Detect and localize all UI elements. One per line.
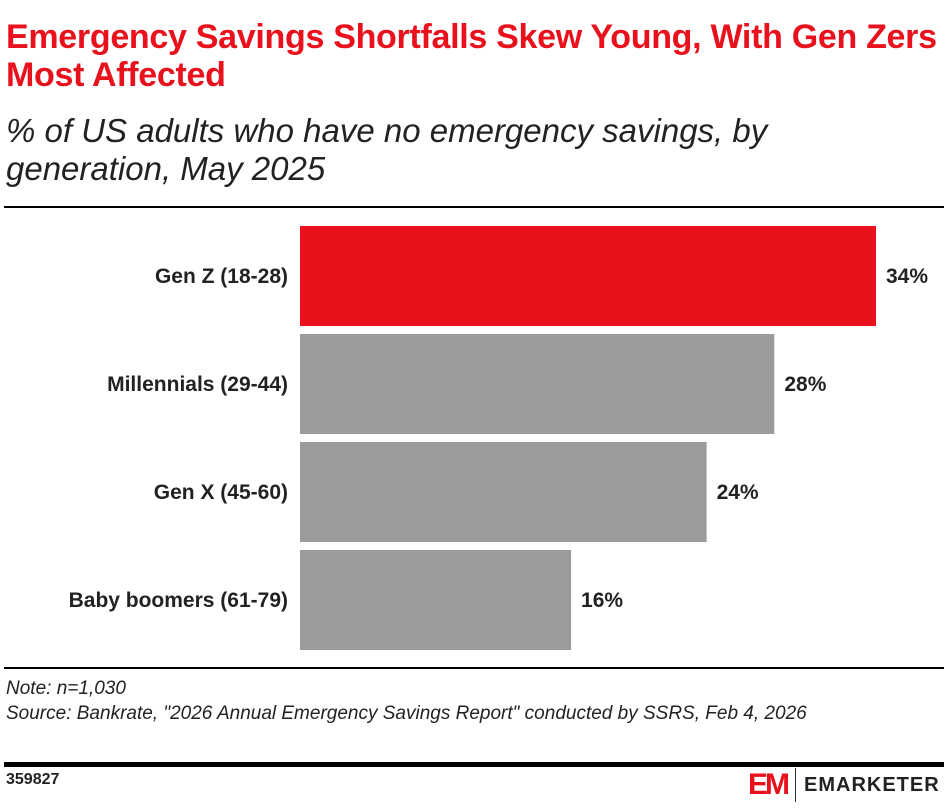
logo-mark: EM [748,768,790,801]
logo-separator [795,768,796,802]
source: Source: Bankrate, "2026 Annual Emergency… [6,703,807,724]
notes-divider [4,667,944,669]
value-label: 16% [581,589,623,612]
value-label: 34% [886,265,928,288]
chart-id: 359827 [6,771,60,788]
chart-title: Emergency Savings Shortfalls Skew Young,… [6,18,937,94]
note: Note: n=1,030 [6,678,126,699]
bar [300,550,572,650]
value-label: 28% [784,373,826,396]
category-label: Gen X (45-60) [154,481,288,504]
category-label: Gen Z (18-28) [155,265,288,288]
top-divider [4,206,944,208]
value-label: 24% [717,481,759,504]
bar [300,334,775,434]
footer-divider [4,762,944,767]
category-label: Baby boomers (61-79) [69,589,288,612]
category-label: Millennials (29-44) [107,373,288,396]
bar [300,226,876,326]
bar [300,442,707,542]
chart-subtitle: % of US adults who have no emergency sav… [6,112,768,187]
emarketer-logo: EM EMARKETER [748,768,940,802]
logo-brand: EMARKETER [804,773,940,796]
